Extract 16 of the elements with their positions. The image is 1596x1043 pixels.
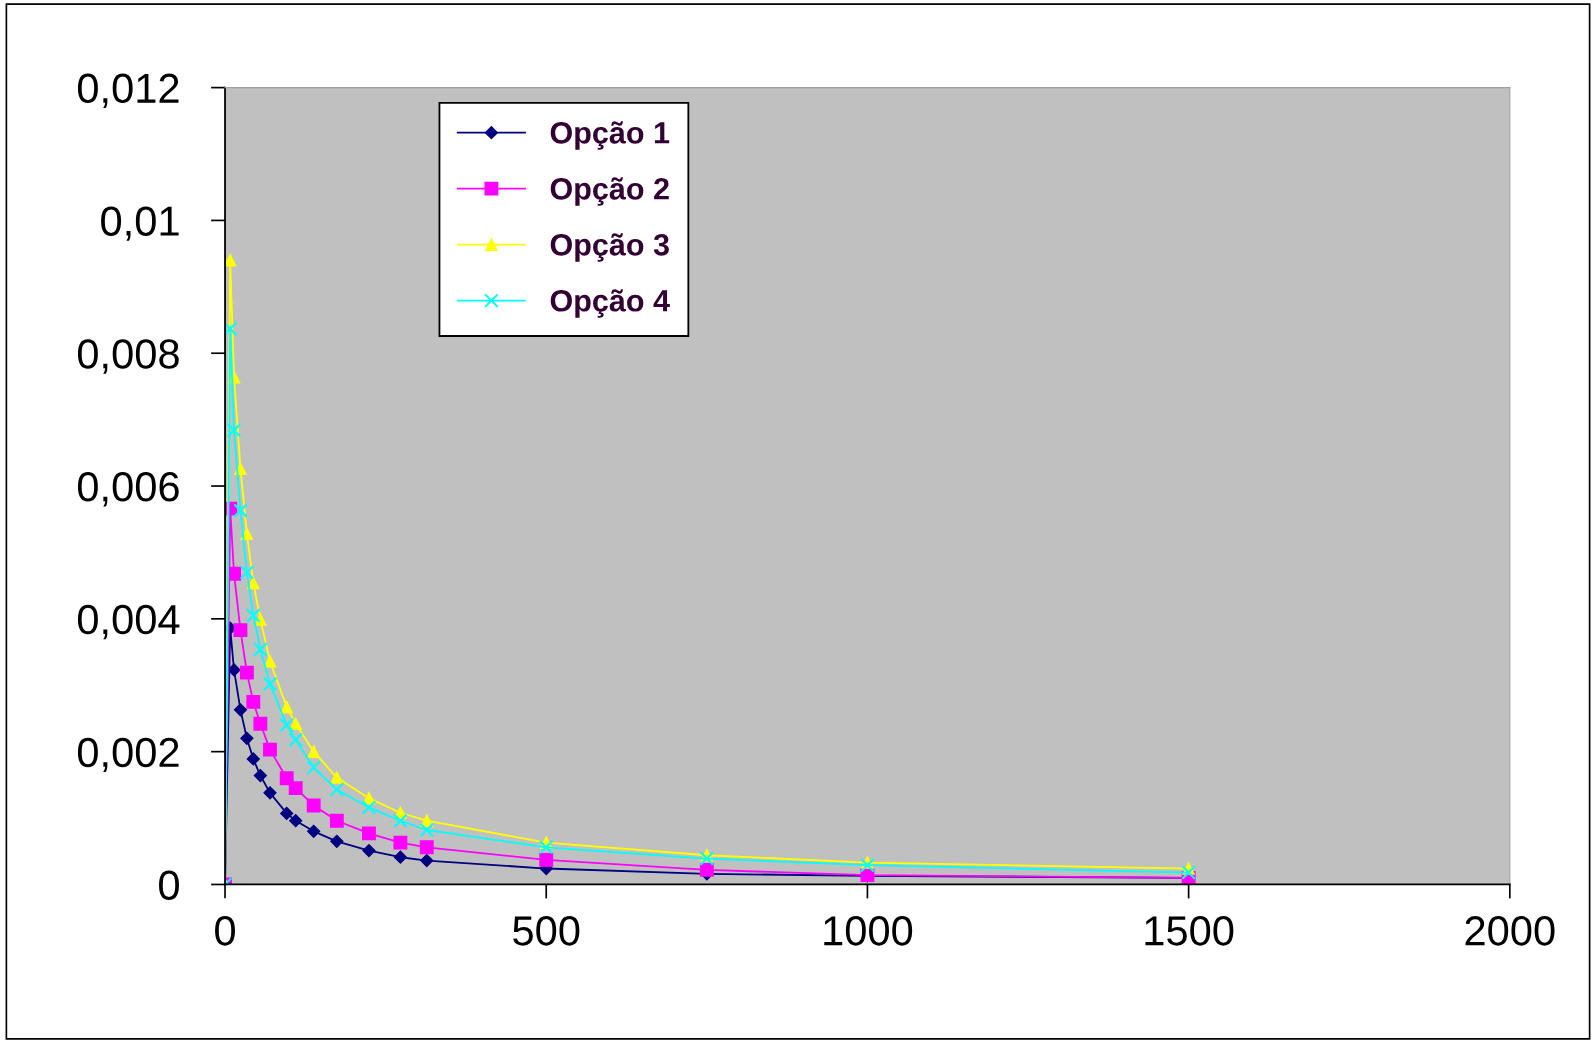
legend-label: Opção 1 — [550, 121, 670, 150]
legend-label: Opção 2 — [550, 177, 669, 206]
y-tick-label: 0,01 — [101, 206, 179, 241]
x-tick-label: 2000 — [1465, 916, 1555, 946]
x-tick-label: 1500 — [1145, 916, 1234, 946]
x-tick-label: 500 — [513, 916, 580, 946]
x-tick-label: 1000 — [824, 916, 913, 946]
legend-label: Opção 4 — [550, 289, 670, 318]
y-tick-label: 0,012 — [77, 73, 179, 109]
y-tick-label: 0,006 — [77, 472, 179, 507]
x-tick-label: 0 — [215, 916, 235, 946]
legend-label: Opção 3 — [550, 233, 669, 262]
y-tick-label: 0 — [159, 870, 179, 900]
y-tick-label: 0,008 — [77, 339, 179, 374]
y-tick-label: 0,004 — [77, 604, 180, 640]
y-tick-label: 0,002 — [77, 737, 179, 773]
